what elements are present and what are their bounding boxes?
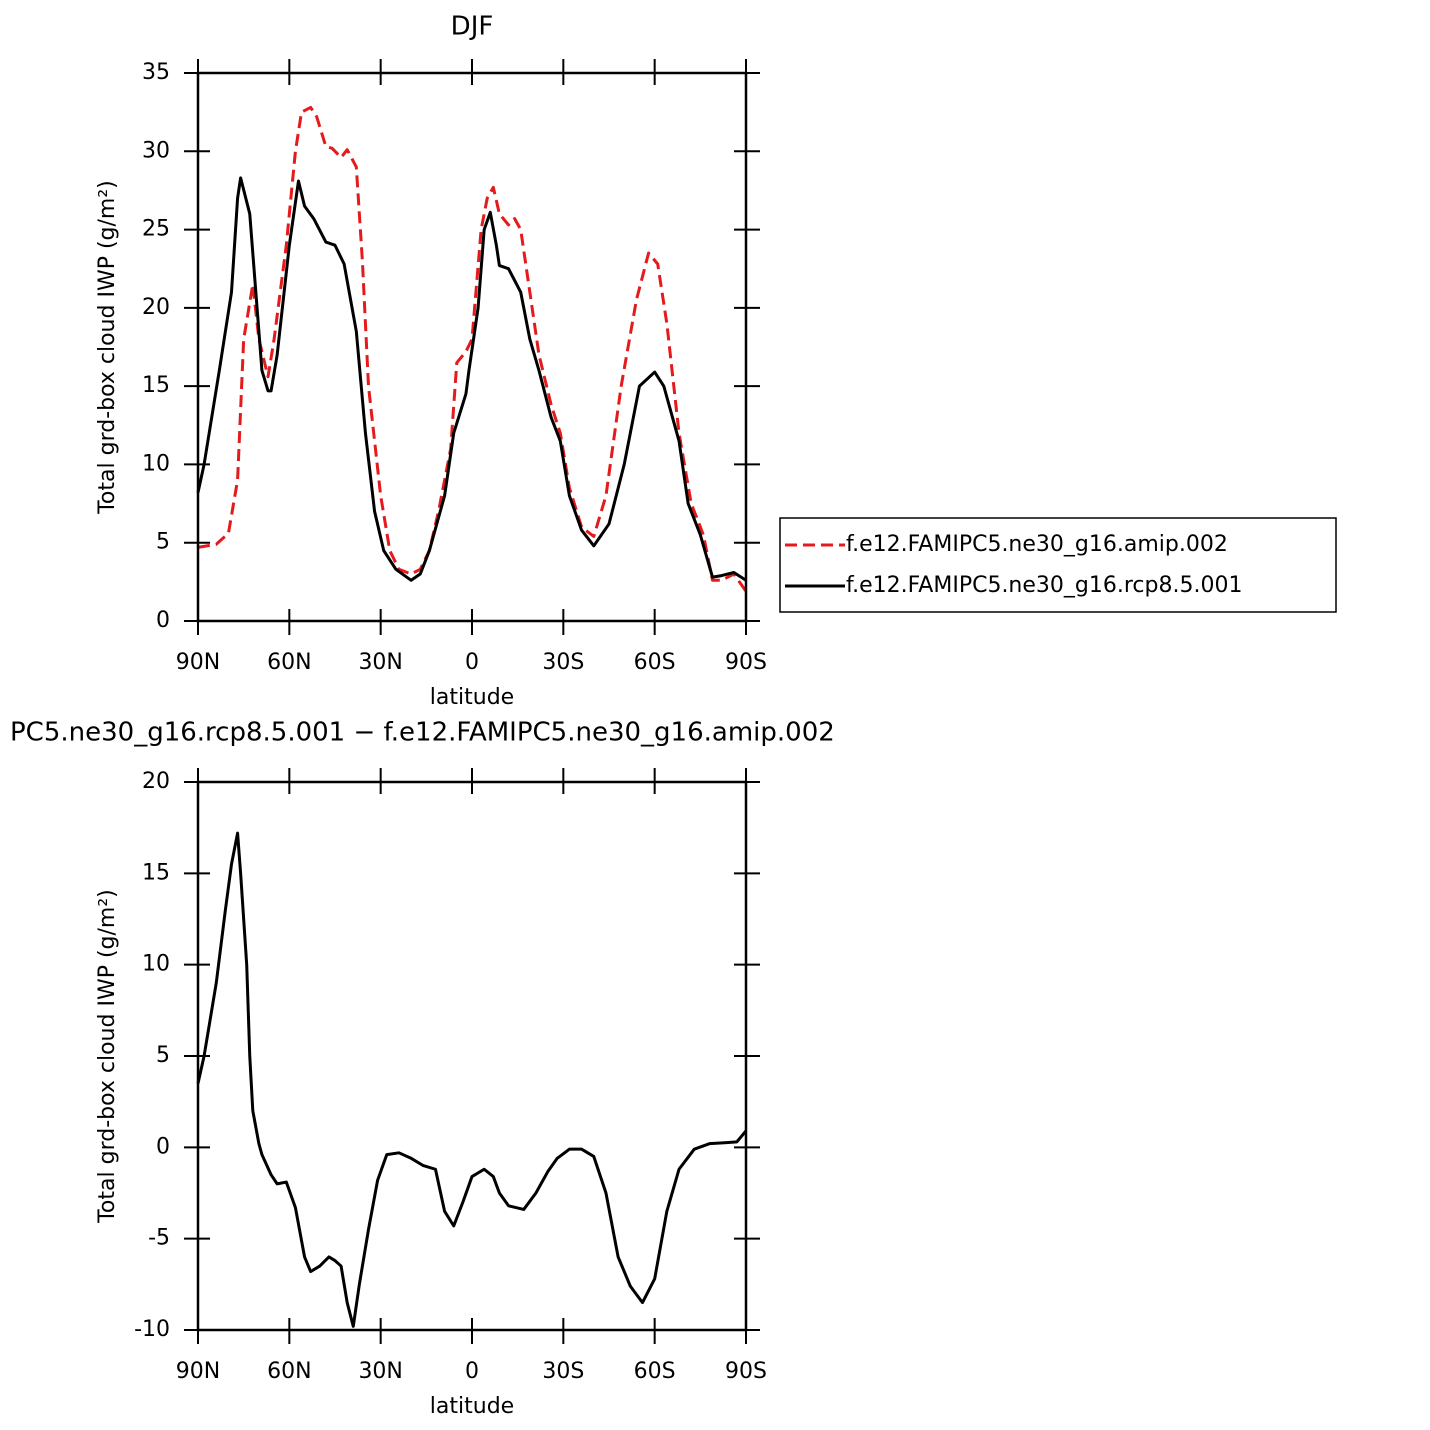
x-tick-label: 60N bbox=[267, 1359, 311, 1384]
y-tick-label: -5 bbox=[148, 1226, 170, 1251]
chart-title: DJF bbox=[451, 12, 494, 42]
y-tick-label: 10 bbox=[142, 451, 170, 476]
x-tick-label: 30S bbox=[542, 650, 584, 675]
x-axis-label: latitude bbox=[430, 1394, 514, 1419]
legend-box bbox=[779, 517, 1337, 613]
legend-label: f.e12.FAMIPC5.ne30_g16.rcp8.5.001 bbox=[846, 573, 1242, 598]
x-tick-label: 90N bbox=[176, 1359, 220, 1384]
x-tick-label: 90N bbox=[176, 650, 220, 675]
y-axis-label: Total grd-box cloud IWP (g/m²) bbox=[95, 180, 120, 515]
y-tick-label: 0 bbox=[156, 1134, 170, 1159]
y-axis-label: Total grd-box cloud IWP (g/m²) bbox=[95, 889, 120, 1224]
y-tick-label: 15 bbox=[142, 373, 170, 398]
x-tick-label: 0 bbox=[465, 650, 479, 675]
y-tick-label: 10 bbox=[142, 952, 170, 977]
y-tick-label: 25 bbox=[142, 217, 170, 242]
y-tick-label: 15 bbox=[142, 860, 170, 885]
y-tick-label: 35 bbox=[142, 60, 170, 85]
data-line bbox=[196, 176, 747, 582]
data-line bbox=[196, 831, 748, 1328]
y-tick-label: -10 bbox=[134, 1317, 170, 1342]
y-tick-label: 5 bbox=[156, 530, 170, 555]
x-tick-label: 30S bbox=[542, 1359, 584, 1384]
plot-frame bbox=[196, 780, 748, 1332]
y-tick-label: 20 bbox=[142, 769, 170, 794]
x-tick-label: 60N bbox=[267, 650, 311, 675]
y-tick-label: 0 bbox=[156, 608, 170, 633]
x-tick-label: 90S bbox=[725, 1359, 767, 1384]
y-tick-label: 5 bbox=[156, 1043, 170, 1068]
x-tick-label: 60S bbox=[634, 1359, 676, 1384]
y-tick-label: 20 bbox=[142, 295, 170, 320]
y-tick-label: 30 bbox=[142, 138, 170, 163]
legend-label: f.e12.FAMIPC5.ne30_g16.amip.002 bbox=[846, 532, 1228, 557]
x-axis-label: latitude bbox=[430, 685, 514, 710]
data-line bbox=[197, 105, 748, 593]
x-tick-label: 60S bbox=[634, 650, 676, 675]
x-tick-label: 30N bbox=[358, 650, 402, 675]
chart-title: PC5.ne30_g16.rcp8.5.001 − f.e12.FAMIPC5.… bbox=[10, 718, 835, 748]
x-tick-label: 90S bbox=[725, 650, 767, 675]
x-tick-label: 0 bbox=[465, 1359, 479, 1384]
x-tick-label: 30N bbox=[358, 1359, 402, 1384]
